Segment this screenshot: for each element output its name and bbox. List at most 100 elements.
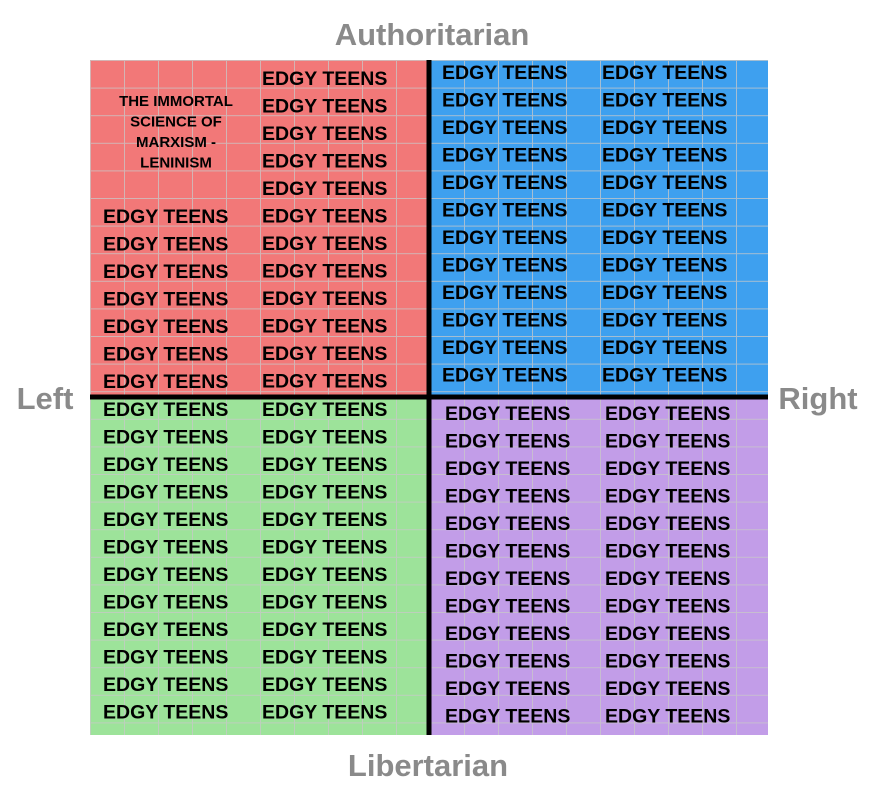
cell-label: EDGY TEENS: [262, 647, 387, 669]
cell-label: EDGY TEENS: [442, 255, 567, 277]
cell-label: EDGY TEENS: [442, 200, 567, 222]
cell-label: EDGY TEENS: [103, 289, 228, 311]
cell-label: EDGY TEENS: [262, 454, 387, 476]
cell-label: EDGY TEENS: [262, 674, 387, 696]
cell-label: EDGY TEENS: [602, 337, 727, 359]
cell-label: EDGY TEENS: [442, 90, 567, 112]
cell-label: EDGY TEENS: [602, 282, 727, 304]
cell-label: EDGY TEENS: [445, 678, 570, 700]
cell-label: EDGY TEENS: [442, 227, 567, 249]
axis-left: Left: [17, 381, 74, 416]
cell-label: EDGY TEENS: [103, 674, 228, 696]
axis-right: Right: [778, 381, 857, 416]
cell-label: EDGY TEENS: [103, 702, 228, 724]
cell-label: EDGY TEENS: [103, 206, 228, 228]
cell-label: EDGY TEENS: [442, 62, 567, 84]
cell-label: EDGY TEENS: [103, 482, 228, 504]
cell-label: EDGY TEENS: [445, 431, 570, 453]
cell-label: EDGY TEENS: [602, 62, 727, 84]
cell-label: EDGY TEENS: [605, 431, 730, 453]
cell-label: EDGY TEENS: [445, 486, 570, 508]
cell-label: EDGY TEENS: [103, 316, 228, 338]
cell-label: EDGY TEENS: [103, 399, 228, 421]
note-line: MARXISM -: [136, 134, 216, 151]
cell-label: EDGY TEENS: [445, 541, 570, 563]
axis-top: Authoritarian: [335, 17, 530, 52]
cell-label: EDGY TEENS: [262, 206, 387, 228]
cell-label: EDGY TEENS: [445, 513, 570, 535]
cell-label: EDGY TEENS: [442, 337, 567, 359]
cell-label: EDGY TEENS: [103, 344, 228, 366]
cell-label: EDGY TEENS: [262, 399, 387, 421]
note-line: SCIENCE OF: [130, 113, 222, 130]
cell-label: EDGY TEENS: [602, 90, 727, 112]
cell-label: EDGY TEENS: [605, 568, 730, 590]
cell-label: EDGY TEENS: [602, 117, 727, 139]
cell-label: EDGY TEENS: [103, 592, 228, 614]
cell-label: EDGY TEENS: [442, 282, 567, 304]
cell-label: EDGY TEENS: [605, 458, 730, 480]
cell-label: EDGY TEENS: [262, 151, 387, 173]
cell-label: EDGY TEENS: [605, 623, 730, 645]
cell-label: EDGY TEENS: [103, 564, 228, 586]
cell-label: EDGY TEENS: [442, 310, 567, 332]
cell-label: EDGY TEENS: [605, 706, 730, 728]
cell-label: EDGY TEENS: [602, 255, 727, 277]
cell-label: EDGY TEENS: [605, 486, 730, 508]
cell-label: EDGY TEENS: [262, 427, 387, 449]
cell-label: EDGY TEENS: [442, 172, 567, 194]
cell-label: EDGY TEENS: [602, 145, 727, 167]
cell-label: EDGY TEENS: [103, 261, 228, 283]
cell-label: EDGY TEENS: [262, 68, 387, 90]
cell-label: EDGY TEENS: [602, 172, 727, 194]
cell-label: EDGY TEENS: [602, 365, 727, 387]
cell-label: EDGY TEENS: [262, 96, 387, 118]
note-line: THE IMMORTAL: [119, 93, 233, 110]
cell-label: EDGY TEENS: [442, 145, 567, 167]
cell-label: EDGY TEENS: [605, 678, 730, 700]
cell-label: EDGY TEENS: [262, 316, 387, 338]
cell-label: EDGY TEENS: [445, 458, 570, 480]
cell-label: EDGY TEENS: [445, 403, 570, 425]
cell-label: EDGY TEENS: [445, 596, 570, 618]
axis-bottom: Libertarian: [348, 748, 508, 783]
cell-label: EDGY TEENS: [262, 178, 387, 200]
cell-label: EDGY TEENS: [605, 513, 730, 535]
cell-label: EDGY TEENS: [605, 541, 730, 563]
cell-label: EDGY TEENS: [262, 123, 387, 145]
cell-label: EDGY TEENS: [602, 200, 727, 222]
cell-label: EDGY TEENS: [602, 310, 727, 332]
cell-label: EDGY TEENS: [262, 509, 387, 531]
cell-label: EDGY TEENS: [262, 288, 387, 310]
cell-label: EDGY TEENS: [445, 651, 570, 673]
cell-label: EDGY TEENS: [605, 596, 730, 618]
cell-label: EDGY TEENS: [605, 651, 730, 673]
note-line: LENINISM: [140, 154, 212, 171]
cell-label: EDGY TEENS: [103, 234, 228, 256]
cell-label: EDGY TEENS: [442, 365, 567, 387]
cell-label: EDGY TEENS: [262, 564, 387, 586]
cell-label: EDGY TEENS: [103, 647, 228, 669]
cell-label: EDGY TEENS: [442, 117, 567, 139]
cell-label: EDGY TEENS: [445, 568, 570, 590]
cell-label: EDGY TEENS: [605, 403, 730, 425]
cell-label: EDGY TEENS: [262, 592, 387, 614]
cell-label: EDGY TEENS: [103, 537, 228, 559]
cell-label: EDGY TEENS: [445, 706, 570, 728]
cell-label: EDGY TEENS: [262, 702, 387, 724]
cell-label: EDGY TEENS: [262, 261, 387, 283]
cell-label: EDGY TEENS: [262, 482, 387, 504]
cell-label: EDGY TEENS: [103, 619, 228, 641]
cell-label: EDGY TEENS: [602, 227, 727, 249]
cell-label: EDGY TEENS: [103, 509, 228, 531]
cell-label: EDGY TEENS: [262, 537, 387, 559]
cell-label: EDGY TEENS: [262, 371, 387, 393]
cell-label: EDGY TEENS: [103, 427, 228, 449]
cell-label: EDGY TEENS: [262, 343, 387, 365]
cell-label: EDGY TEENS: [103, 371, 228, 393]
cell-label: EDGY TEENS: [262, 619, 387, 641]
cell-label: EDGY TEENS: [262, 233, 387, 255]
cell-label: EDGY TEENS: [445, 623, 570, 645]
